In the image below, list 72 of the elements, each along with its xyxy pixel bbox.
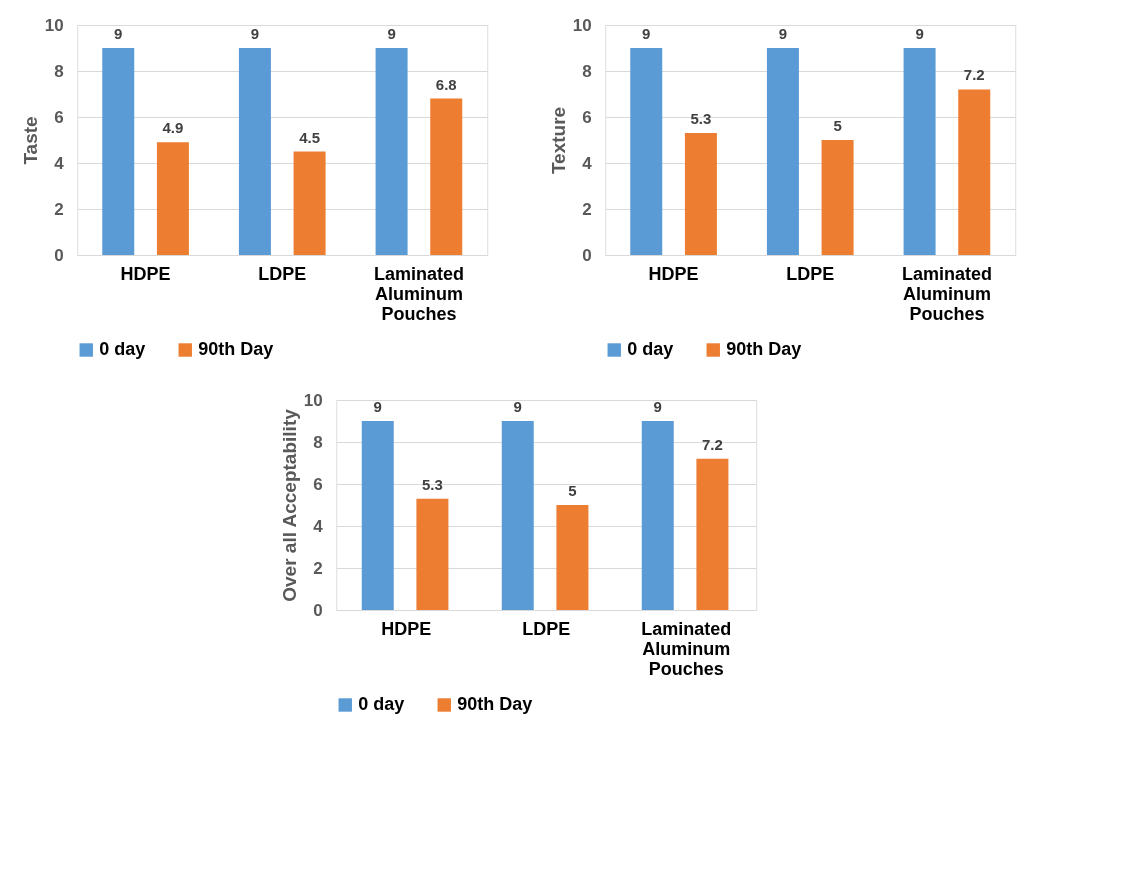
y-axis-title: Texture xyxy=(547,106,569,175)
data-label: 5.3 xyxy=(690,110,712,128)
bar xyxy=(766,48,799,255)
y-tick-label: 10 xyxy=(303,390,323,410)
y-tick-label: 10 xyxy=(44,15,64,35)
legend-label: 90th Day xyxy=(726,339,802,359)
data-label: 5.3 xyxy=(421,475,443,493)
y-tick-label: 2 xyxy=(313,558,323,578)
data-label: 4.5 xyxy=(299,128,321,146)
legend-label: 90th Day xyxy=(198,339,274,359)
data-label: 9 xyxy=(114,25,123,42)
data-label: 9 xyxy=(642,25,651,42)
bar xyxy=(416,498,449,610)
legend-label: 0 day xyxy=(99,339,146,359)
y-tick-label: 8 xyxy=(582,61,592,81)
y-tick-label: 4 xyxy=(54,153,65,173)
data-label: 9 xyxy=(915,25,924,42)
x-tick-label: HDPE xyxy=(120,263,171,284)
bar xyxy=(556,505,589,610)
data-label: 4.9 xyxy=(162,119,184,137)
data-label: 7.2 xyxy=(701,435,723,453)
x-tick-label: LDPE xyxy=(258,263,307,284)
bar xyxy=(361,421,394,610)
y-tick-label: 0 xyxy=(54,245,64,265)
bar xyxy=(238,48,271,255)
x-tick-label: Laminated Aluminum Pouches xyxy=(373,263,464,324)
data-label: 9 xyxy=(513,398,522,415)
data-label: 5 xyxy=(568,482,577,499)
legend-label: 0 day xyxy=(627,339,674,359)
y-tick-label: 4 xyxy=(582,153,593,173)
y-tick-label: 10 xyxy=(572,15,592,35)
data-label: 9 xyxy=(778,25,788,42)
data-label: 9 xyxy=(250,25,260,42)
y-tick-label: 6 xyxy=(582,107,592,127)
x-tick-label: HDPE xyxy=(648,263,699,284)
x-tick-label: Laminated Aluminum Pouches xyxy=(641,618,732,679)
bar xyxy=(501,421,534,610)
bar xyxy=(684,133,717,255)
y-tick-label: 0 xyxy=(582,245,592,265)
x-tick-label: LDPE xyxy=(786,263,835,284)
bar xyxy=(630,48,663,255)
legend-label: 0 day xyxy=(358,694,405,714)
y-tick-label: 6 xyxy=(54,107,64,127)
bar xyxy=(430,98,463,255)
y-axis-title: Taste xyxy=(19,116,41,165)
y-tick-label: 2 xyxy=(582,199,592,219)
y-tick-label: 4 xyxy=(313,516,324,536)
data-label: 6.8 xyxy=(435,75,457,93)
legend-label: 90th Day xyxy=(457,694,533,714)
x-tick-label: Laminated Aluminum Pouches xyxy=(901,263,992,324)
x-tick-label: HDPE xyxy=(381,618,432,639)
bar xyxy=(293,151,326,255)
y-tick-label: 6 xyxy=(313,474,323,494)
data-label: 5 xyxy=(833,117,842,134)
bar xyxy=(102,48,135,255)
y-axis-title: Over all Acceptability xyxy=(278,408,300,602)
data-label: 7.2 xyxy=(963,66,985,84)
y-tick-label: 8 xyxy=(54,61,64,81)
bar xyxy=(821,140,854,255)
y-tick-label: 2 xyxy=(54,199,64,219)
bar xyxy=(903,48,936,255)
bar xyxy=(696,458,729,610)
bar xyxy=(156,142,189,255)
x-tick-label: LDPE xyxy=(522,618,571,639)
bar xyxy=(958,89,991,255)
data-label: 9 xyxy=(373,398,382,415)
bar xyxy=(375,48,408,255)
data-label: 9 xyxy=(387,25,396,42)
y-tick-label: 8 xyxy=(313,432,323,452)
bar xyxy=(641,421,674,610)
data-label: 9 xyxy=(653,398,662,415)
y-tick-label: 0 xyxy=(313,600,323,620)
